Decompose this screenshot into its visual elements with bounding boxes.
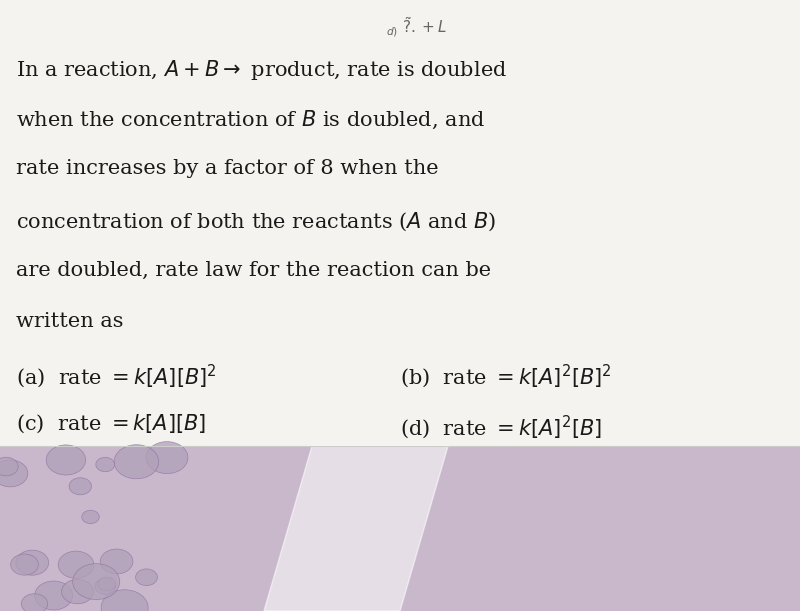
Text: when the concentration of $B$ is doubled, and: when the concentration of $B$ is doubled…	[16, 109, 485, 131]
Circle shape	[146, 442, 188, 474]
Circle shape	[114, 445, 158, 479]
Circle shape	[16, 550, 49, 575]
Circle shape	[82, 510, 99, 524]
Circle shape	[58, 551, 94, 579]
Text: (a)  rate $= k[A][B]^{2}$: (a) rate $= k[A][B]^{2}$	[16, 362, 217, 390]
Text: (b)  rate $= k[A]^{2}[B]^{2}$: (b) rate $= k[A]^{2}[B]^{2}$	[400, 362, 612, 390]
Circle shape	[98, 577, 116, 591]
Circle shape	[46, 445, 86, 475]
Circle shape	[22, 594, 48, 611]
Circle shape	[73, 564, 120, 599]
Text: are doubled, rate law for the reaction can be: are doubled, rate law for the reaction c…	[16, 261, 491, 280]
Text: rate increases by a factor of 8 when the: rate increases by a factor of 8 when the	[16, 159, 438, 178]
Circle shape	[34, 581, 73, 610]
Circle shape	[100, 549, 133, 574]
Text: written as: written as	[16, 312, 123, 331]
Text: In a reaction, $A + B \rightarrow$ product, rate is doubled: In a reaction, $A + B \rightarrow$ produ…	[16, 58, 507, 82]
Circle shape	[69, 478, 91, 495]
Circle shape	[0, 457, 18, 476]
Circle shape	[96, 458, 114, 472]
Circle shape	[101, 590, 148, 611]
Text: concentration of both the reactants ($A$ and $B$): concentration of both the reactants ($A$…	[16, 210, 496, 233]
Circle shape	[0, 460, 28, 487]
Circle shape	[10, 554, 38, 575]
Circle shape	[62, 579, 94, 604]
Circle shape	[95, 578, 116, 595]
Text: $_{d)}$ $\tilde{?}.+L$: $_{d)}$ $\tilde{?}.+L$	[386, 15, 446, 39]
Polygon shape	[264, 446, 448, 611]
Text: (d)  rate $= k[A]^{2}[B]$: (d) rate $= k[A]^{2}[B]$	[400, 413, 602, 441]
Circle shape	[136, 569, 158, 585]
FancyBboxPatch shape	[0, 446, 800, 611]
Text: (c)  rate $= k[A][B]$: (c) rate $= k[A][B]$	[16, 413, 206, 436]
FancyBboxPatch shape	[0, 0, 800, 446]
